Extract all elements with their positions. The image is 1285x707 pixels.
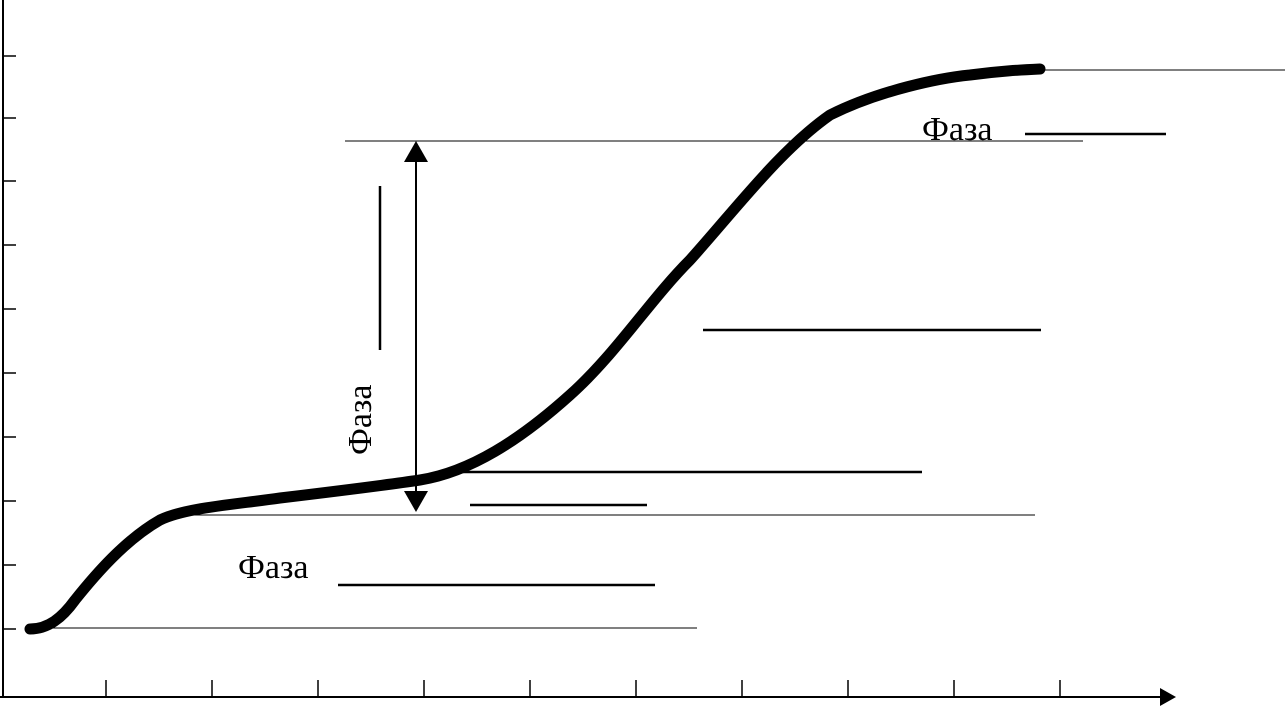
growth-curve — [24, 63, 1046, 635]
x-axis-arrowhead — [1160, 688, 1176, 706]
double-arrow-head-down — [404, 491, 428, 512]
double-arrow-head-up — [404, 141, 428, 162]
blank-lines — [338, 132, 1166, 587]
phase-label-bottom: Фаза — [238, 549, 308, 586]
phase-label-top-right: Фаза — [922, 111, 992, 148]
double-arrow — [404, 141, 428, 512]
y-ticks — [3, 55, 16, 630]
reference-lines — [30, 69, 1285, 629]
x-ticks — [105, 680, 1061, 697]
phase-label-vertical: Фаза — [342, 385, 379, 455]
axes — [0, 0, 1176, 706]
